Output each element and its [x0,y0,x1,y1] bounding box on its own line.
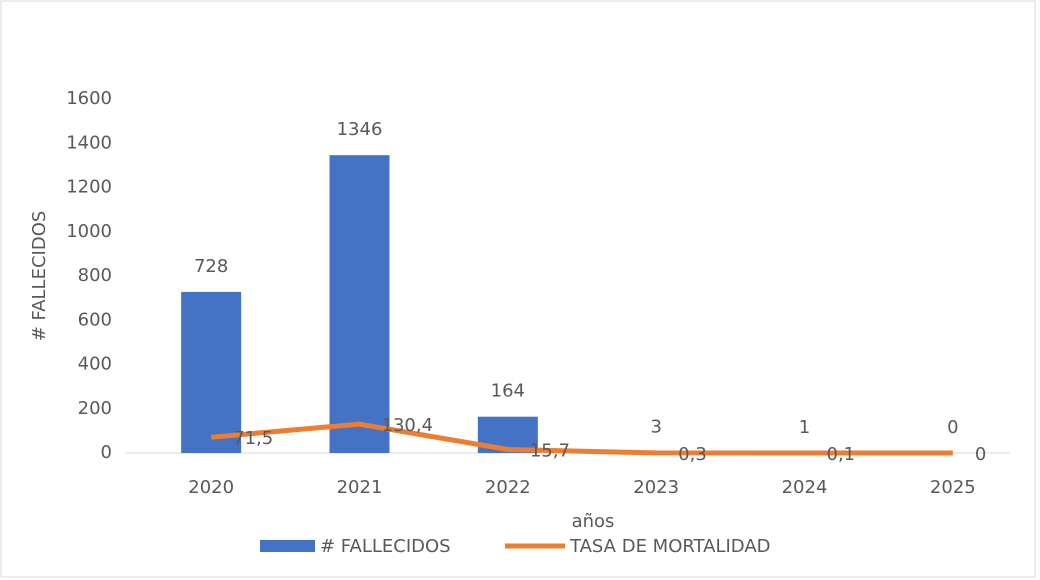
x-axis-label: años [572,511,615,532]
line-value-label: 71,5 [233,428,273,449]
legend-label: # FALLECIDOS [320,536,451,557]
line-value-label: 0,3 [678,444,707,465]
x-tick-label: 2020 [188,477,234,498]
y-tick-label: 1000 [66,221,112,242]
line-value-label: 0,1 [827,444,856,465]
y-tick-label: 600 [78,309,112,330]
bar [181,291,242,453]
bar-value-label: 3 [650,416,661,437]
x-tick-label: 2024 [782,477,828,498]
line-value-label: 130,4 [382,415,434,436]
bar-value-label: 0 [947,417,958,438]
y-tick-label: 0 [101,442,112,463]
y-tick-label: 1200 [66,177,112,198]
x-tick-label: 2021 [337,477,383,498]
legend-swatch [260,540,315,552]
bar [329,155,390,453]
line [210,421,953,456]
x-tick-label: 2025 [930,477,976,498]
y-tick-label: 1400 [66,132,112,153]
y-axis-label: # FALLECIDOS [29,211,50,342]
bar-value-label: 1346 [337,119,383,140]
line-value-label: 15,7 [530,441,570,462]
y-tick-label: 800 [78,265,112,286]
bar-value-label: 164 [491,381,525,402]
x-tick-label: 2023 [633,477,679,498]
bar-value-label: 728 [194,256,228,277]
x-tick-label: 2022 [485,477,531,498]
line-value-label: 0 [975,444,986,465]
y-tick-label: 1600 [66,88,112,109]
legend-label: TASA DE MORTALIDAD [569,536,771,557]
y-tick-label: 200 [78,398,112,419]
y-tick-label: 400 [78,354,112,375]
bar-value-label: 1 [799,417,810,438]
